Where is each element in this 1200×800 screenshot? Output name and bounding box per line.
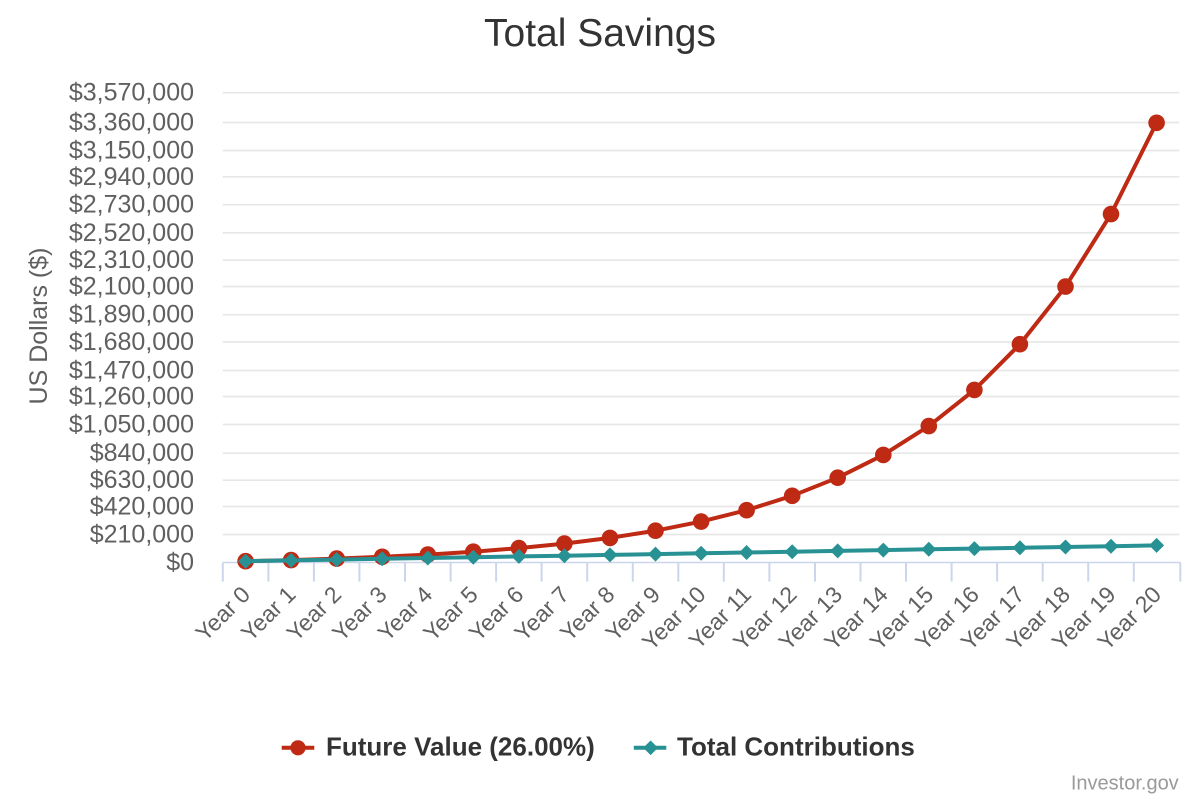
svg-text:$420,000: $420,000 (90, 493, 194, 521)
svg-text:$210,000: $210,000 (90, 521, 194, 549)
svg-text:Future Value (26.00%): Future Value (26.00%) (326, 732, 595, 762)
svg-text:$2,730,000: $2,730,000 (69, 191, 194, 219)
svg-text:US Dollars ($): US Dollars ($) (25, 248, 53, 405)
svg-text:Total Savings: Total Savings (484, 12, 716, 55)
svg-text:$1,680,000: $1,680,000 (69, 328, 194, 356)
svg-text:$630,000: $630,000 (90, 466, 194, 494)
svg-text:$3,570,000: $3,570,000 (69, 79, 194, 107)
svg-text:Investor.gov: Investor.gov (1071, 773, 1179, 795)
svg-text:$2,940,000: $2,940,000 (69, 163, 194, 191)
svg-text:$0: $0 (166, 549, 194, 577)
svg-text:$2,100,000: $2,100,000 (69, 273, 194, 301)
svg-text:$840,000: $840,000 (90, 439, 194, 467)
svg-text:$1,470,000: $1,470,000 (69, 357, 194, 385)
svg-text:$1,890,000: $1,890,000 (69, 301, 194, 329)
svg-text:$2,310,000: $2,310,000 (69, 246, 194, 274)
svg-text:Total Contributions: Total Contributions (677, 732, 915, 762)
svg-text:$2,520,000: $2,520,000 (69, 219, 194, 247)
svg-text:$1,260,000: $1,260,000 (69, 383, 194, 411)
svg-text:$3,150,000: $3,150,000 (69, 137, 194, 165)
svg-text:$1,050,000: $1,050,000 (69, 411, 194, 439)
svg-text:$3,360,000: $3,360,000 (69, 109, 194, 137)
